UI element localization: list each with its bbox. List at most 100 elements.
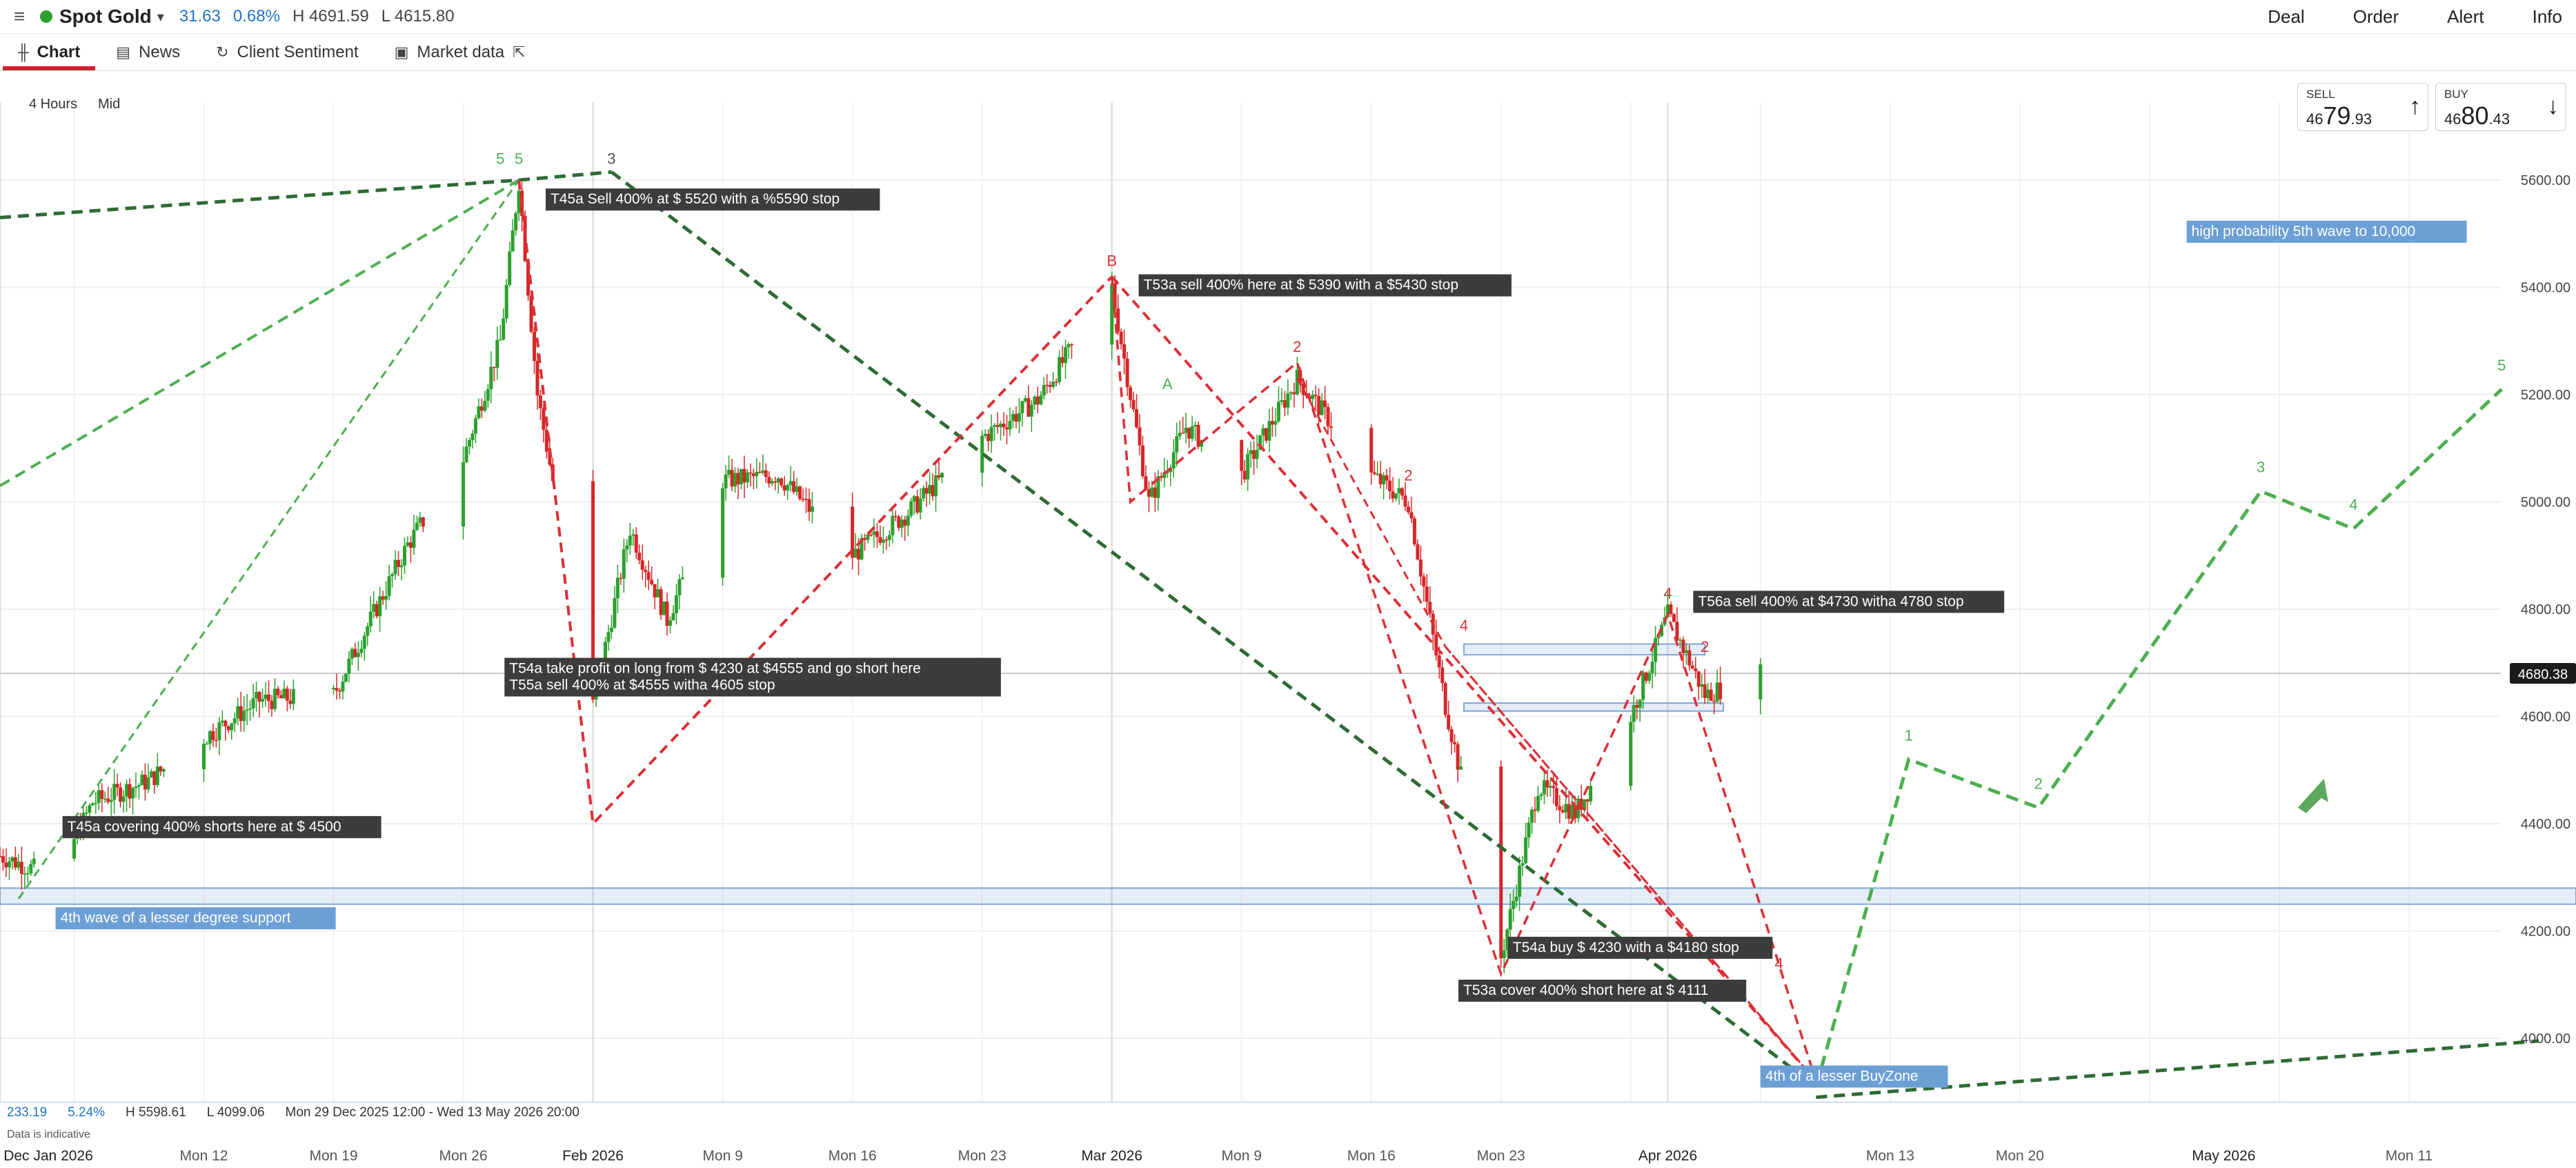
candle-body bbox=[26, 873, 30, 875]
candle-body bbox=[335, 688, 339, 691]
candle-body bbox=[356, 653, 360, 657]
candle-body bbox=[1184, 427, 1188, 433]
interval-selector[interactable]: 4 Hours bbox=[29, 97, 78, 112]
candle-body bbox=[1376, 473, 1380, 475]
candle-body bbox=[878, 537, 882, 543]
candle-body bbox=[928, 485, 932, 494]
candle-body bbox=[1280, 400, 1284, 402]
candle-body bbox=[1443, 683, 1447, 715]
candle-body bbox=[397, 560, 401, 568]
candlestick-series bbox=[0, 182, 1763, 973]
candle-body bbox=[103, 798, 107, 800]
candle-body bbox=[863, 537, 867, 540]
hamburger-menu-icon[interactable]: ≡ bbox=[13, 6, 26, 27]
candle-body bbox=[115, 784, 119, 788]
price-type-selector[interactable]: Mid bbox=[98, 97, 121, 112]
projection-line bbox=[1814, 388, 2503, 1087]
x-tick-label: Mon 12 bbox=[179, 1148, 228, 1164]
zone-label-4th-wave-support: 4th wave of a lesser degree support bbox=[61, 910, 291, 926]
candle-body bbox=[776, 478, 780, 483]
candle-body bbox=[1036, 396, 1040, 405]
candle-body bbox=[1171, 452, 1176, 468]
x-tick-label: Mon 20 bbox=[1996, 1148, 2044, 1164]
candle-body bbox=[767, 477, 771, 484]
resistance-zone bbox=[1463, 643, 1706, 656]
candle-body bbox=[1048, 385, 1052, 387]
candle-body bbox=[1240, 439, 1244, 471]
tab-market-data[interactable]: ▣ Market data ⇱ bbox=[377, 34, 544, 70]
range-dates: Mon 29 Dec 2025 12:00 - Wed 13 May 2026 … bbox=[285, 1105, 579, 1120]
x-tick-label: Mon 11 bbox=[2386, 1148, 2433, 1164]
candle-body bbox=[217, 722, 221, 740]
candle-body bbox=[1011, 414, 1015, 421]
alert-button[interactable]: Alert bbox=[2447, 6, 2484, 27]
tab-client-sentiment[interactable]: ↻ Client Sentiment bbox=[198, 34, 377, 70]
tab-news[interactable]: ▤ News bbox=[98, 34, 198, 70]
candle-body bbox=[332, 688, 336, 689]
x-tick-label: Mon 9 bbox=[702, 1148, 742, 1164]
candle-body bbox=[220, 720, 224, 723]
candle-body bbox=[665, 602, 669, 626]
chevron-down-icon[interactable]: ▾ bbox=[157, 9, 164, 25]
annotation-t54a-buy: T54a buy $ 4230 with a $4180 stop bbox=[1513, 940, 1739, 956]
candle-body bbox=[236, 706, 240, 719]
candle-body bbox=[1690, 665, 1694, 669]
x-tick-label: Apr 2026 bbox=[1638, 1148, 1697, 1164]
candle-body bbox=[1758, 664, 1763, 700]
wave-overlays bbox=[0, 170, 2539, 1100]
wave-label: 2 bbox=[1293, 338, 1301, 355]
candle-body bbox=[1323, 400, 1327, 408]
candle-body bbox=[479, 406, 484, 411]
candle-body bbox=[989, 426, 993, 442]
candle-body bbox=[622, 549, 626, 579]
candle-body bbox=[1329, 426, 1334, 428]
candle-body bbox=[869, 534, 873, 536]
sell-button[interactable]: SELL 4679.93 ↑ bbox=[2297, 83, 2428, 131]
instrument-name[interactable]: Spot Gold bbox=[59, 6, 152, 27]
candle-body bbox=[146, 777, 150, 790]
candle-body bbox=[1067, 344, 1071, 348]
candle-body bbox=[1190, 426, 1194, 439]
candle-body bbox=[486, 389, 490, 401]
candle-body bbox=[668, 620, 672, 626]
candle-body bbox=[155, 766, 159, 785]
sell-label: SELL bbox=[2306, 88, 2335, 101]
candle-body bbox=[1505, 929, 1509, 951]
candle-body bbox=[1394, 493, 1398, 499]
candle-body bbox=[1295, 370, 1299, 395]
order-button[interactable]: Order bbox=[2352, 6, 2399, 27]
candle-body bbox=[10, 857, 14, 862]
candle-body bbox=[933, 475, 938, 497]
info-button[interactable]: Info bbox=[2532, 6, 2562, 27]
buy-button[interactable]: BUY 4680.43 ↓ bbox=[2435, 83, 2566, 131]
candle-body bbox=[477, 406, 481, 419]
candle-body bbox=[625, 545, 629, 550]
refresh-icon: ↻ bbox=[216, 43, 229, 61]
candle-body bbox=[149, 771, 153, 778]
candle-body bbox=[161, 769, 166, 772]
candle-body bbox=[677, 579, 682, 595]
wave-line-c bbox=[517, 179, 1113, 827]
candle-body bbox=[912, 496, 916, 502]
candle-body bbox=[226, 726, 230, 731]
candle-body bbox=[887, 535, 891, 540]
candle-body bbox=[112, 784, 117, 800]
candle-body bbox=[1514, 896, 1518, 902]
candle-body bbox=[1270, 421, 1274, 425]
projection-wave-label: 1 bbox=[1905, 726, 1913, 744]
candle-body bbox=[1502, 950, 1506, 959]
candle-body bbox=[134, 786, 138, 789]
candle-body bbox=[1647, 673, 1652, 681]
candle-body bbox=[1672, 614, 1676, 622]
candle-body bbox=[1589, 786, 1593, 802]
candle-body bbox=[1023, 398, 1027, 402]
tab-chart[interactable]: ╫ Chart bbox=[0, 34, 98, 70]
candle-body bbox=[631, 534, 635, 536]
wave-label: 2 bbox=[1404, 466, 1412, 484]
annotation-t54a-t55a: T55a sell 400% at $4555 witha 4605 stop bbox=[509, 677, 775, 693]
wave-label: 5 bbox=[515, 150, 523, 168]
candle-body bbox=[881, 540, 885, 543]
candle-body bbox=[1520, 863, 1525, 866]
deal-button[interactable]: Deal bbox=[2268, 6, 2305, 27]
